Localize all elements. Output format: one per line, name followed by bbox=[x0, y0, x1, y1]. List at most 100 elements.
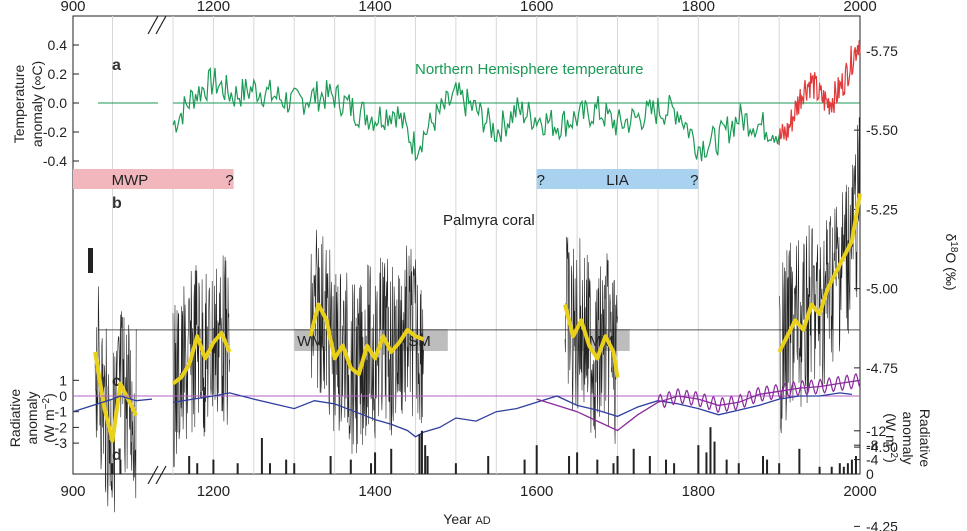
volcanic-forcing-bar bbox=[842, 466, 845, 474]
panel-b-y-ticks: -5.75 -5.50 -5.25 -5.00 -4.75 -4.50 -4.25 bbox=[854, 43, 898, 531]
panel-a: a Northern Hemisphere temperature 0.4 0.2… bbox=[11, 37, 643, 169]
volcanic-forcing-bar bbox=[766, 459, 769, 474]
lia-question-end: ? bbox=[690, 172, 698, 189]
volcanic-forcing-bar bbox=[697, 445, 700, 474]
y-tick-label: -5.00 bbox=[866, 281, 898, 297]
volcanic-forcing-bar bbox=[818, 466, 821, 474]
x-tick-label-bottom: 1800 bbox=[682, 483, 715, 500]
y-tick-label: -1 bbox=[55, 404, 68, 420]
y-tick-label: -5.50 bbox=[866, 122, 898, 138]
top-x-ticks: 900 1200 1400 1600 1800 2000 bbox=[60, 0, 876, 15]
volcanic-forcing-bar bbox=[418, 434, 421, 474]
y-tick-label: -0.2 bbox=[43, 124, 67, 140]
panel-b-letter: b bbox=[112, 195, 122, 212]
panel-a-series-label: Northern Hemisphere temperature bbox=[415, 61, 643, 78]
lia-label: LIA bbox=[606, 172, 629, 189]
coral-monthly-line bbox=[564, 236, 618, 444]
y-tick-label: 0 bbox=[866, 466, 874, 482]
volcanic-forcing-bar bbox=[268, 463, 271, 474]
coral-smoothed-line bbox=[563, 304, 620, 378]
panel-c-y-ticks: 10-1-2-3 bbox=[55, 372, 79, 451]
x-tick-label-top: 1800 bbox=[682, 0, 715, 15]
mwp-question: ? bbox=[225, 172, 233, 189]
axis-break-bottom bbox=[147, 465, 167, 485]
coral-smoothed-line bbox=[93, 351, 138, 443]
x-tick-label-top: 1200 bbox=[197, 0, 230, 15]
volcanic-forcing-bar bbox=[612, 463, 615, 474]
x-tick-label-bottom: 1400 bbox=[358, 483, 391, 500]
y-tick-label: 0 bbox=[59, 388, 67, 404]
volcanic-forcing-bar bbox=[568, 456, 571, 474]
lia-question-start: ? bbox=[537, 172, 545, 189]
panel-b-ylabel: δ18O (‰) bbox=[943, 233, 959, 290]
volcanic-forcing-bar bbox=[798, 448, 801, 474]
x-tick-label-top: 2000 bbox=[843, 0, 876, 15]
panel-d-letter: d bbox=[112, 447, 122, 464]
coral-monthly-line bbox=[172, 255, 230, 468]
panel-c-ylabel: Radiativeanomaly(W m−2) bbox=[7, 389, 57, 448]
x-tick-label-bottom: 2000 bbox=[843, 483, 876, 500]
x-tick-label-top: 1600 bbox=[520, 0, 553, 15]
coral-monthly-line bbox=[778, 117, 861, 434]
y-tick-label: -4.25 bbox=[866, 518, 898, 531]
nh-temperature-line bbox=[172, 66, 780, 162]
y-tick-label: -5.25 bbox=[866, 201, 898, 217]
volcanic-forcing-bar bbox=[196, 463, 199, 474]
x-tick-label-top: 900 bbox=[60, 0, 85, 15]
volcanic-forcing-bar bbox=[260, 438, 263, 474]
volcanic-forcing-bar bbox=[390, 448, 393, 474]
volcanic-forcing-bar bbox=[846, 463, 849, 474]
volcanic-forcing-bar bbox=[632, 448, 635, 474]
panel-a-ylabel: Temperature anomaly (∞C) bbox=[11, 61, 45, 147]
volcanic-forcing-bar bbox=[426, 456, 429, 474]
x-tick-label-bottom: 1600 bbox=[520, 483, 553, 500]
y-tick-label: -4.75 bbox=[866, 360, 898, 376]
panel-d-y-ticks: -12-8-40 bbox=[854, 423, 886, 482]
panel-d-ylabel: Radiativeanomaly(W m−2) bbox=[883, 409, 933, 468]
volcanic-forcing-bar bbox=[349, 459, 352, 474]
y-tick-label: 0.4 bbox=[48, 37, 68, 53]
volcanic-forcing-bar bbox=[705, 452, 708, 474]
volcanic-forcing-bar bbox=[111, 463, 114, 474]
volcanic-forcing-bar bbox=[838, 463, 841, 474]
plot-frame bbox=[72, 15, 861, 475]
volcanic-forcing-bar bbox=[762, 456, 765, 474]
y-tick-label: -2 bbox=[55, 419, 68, 435]
instrumental-temperature-line bbox=[778, 40, 861, 146]
panel-b-bands: MWP? LIA? ?WM SM MM bbox=[73, 169, 698, 351]
x-axis-title: Year AD bbox=[443, 511, 491, 527]
mwp-band bbox=[73, 169, 234, 189]
coral-smoothed-line bbox=[308, 302, 425, 377]
wm-band bbox=[294, 329, 327, 351]
x-tick-label-bottom: 900 bbox=[60, 483, 85, 500]
volcanic-forcing-bar bbox=[725, 459, 728, 474]
volcanic-forcing-bar bbox=[374, 452, 377, 474]
y-tick-label: -12 bbox=[866, 423, 886, 439]
volcanic-forcing-bar bbox=[673, 463, 676, 474]
y-tick-label: -4.50 bbox=[866, 439, 898, 455]
data-layers bbox=[72, 40, 862, 513]
volcanic-forcing-bar bbox=[535, 445, 538, 474]
volcanic-forcing-bar bbox=[293, 463, 296, 474]
y-tick-label: 1 bbox=[59, 372, 67, 388]
volcanic-forcing-bar bbox=[616, 456, 619, 474]
vertical-gridlines bbox=[112, 16, 821, 474]
volcanic-forcing-bar bbox=[370, 463, 373, 474]
y-tick-label: 0.0 bbox=[48, 95, 68, 111]
volcanic-forcing-bar bbox=[778, 463, 781, 474]
volcanic-forcing-bar bbox=[487, 456, 490, 474]
volcanic-forcing-bar bbox=[523, 459, 526, 474]
bottom-x-ticks: 900 1200 1400 1600 1800 2000 bbox=[60, 483, 876, 500]
volcanic-forcing-bar bbox=[596, 459, 599, 474]
coral-smoothed-line bbox=[777, 193, 862, 353]
volcanic-forcing-bar bbox=[576, 452, 579, 474]
y-tick-label: -5.75 bbox=[866, 43, 898, 59]
volcanic-forcing-bar bbox=[212, 459, 215, 474]
volcanic-forcing-bar bbox=[665, 459, 668, 474]
panel-a-letter: a bbox=[112, 57, 121, 74]
y-tick-label: 0.2 bbox=[48, 66, 68, 82]
volcanic-forcing-bar bbox=[424, 445, 427, 474]
volcanic-forcing-bar bbox=[420, 430, 423, 474]
volcanic-forcing-bar bbox=[854, 456, 857, 474]
